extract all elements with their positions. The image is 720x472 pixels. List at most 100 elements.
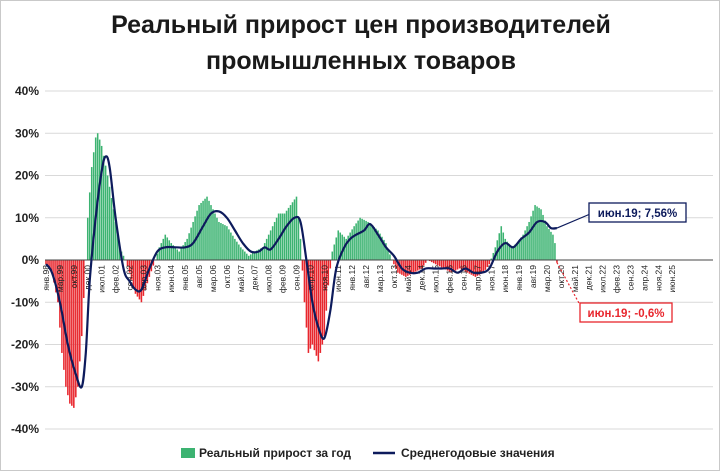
y-tick-label: -30% [11,380,39,394]
bar [365,220,367,260]
bar [208,200,210,260]
x-tick-label: май.21 [570,265,580,292]
bar [538,207,540,260]
bar [367,221,369,260]
chart-title-line-2: промышленных товаров [206,47,516,75]
x-tick-label: дек.14 [417,265,427,290]
bar [411,260,413,274]
y-tick-label: -20% [11,338,39,352]
bar [415,260,417,272]
bar [486,260,489,268]
x-tick-label: сен.02 [125,265,135,291]
bar [79,260,81,362]
bar [430,260,433,263]
x-tick-label: июл.01 [97,265,107,293]
bar [88,192,91,260]
series-line [45,155,557,389]
bar [337,230,340,260]
x-tick-label: окт.99 [69,265,79,289]
bar [395,260,397,269]
bar [228,229,230,260]
x-tick-label: фев.23 [612,265,622,293]
x-tick-label: окт.13 [389,265,399,289]
bar [82,260,85,299]
bar [317,260,320,362]
x-tick-label: июл.22 [598,265,608,293]
bar [73,260,75,408]
y-axis-labels: 40% 30% 20% 10% 0% -10% -20% -30% -40% [11,84,39,436]
bar [301,260,304,271]
bar [132,260,135,287]
bar [361,218,363,260]
bar [144,260,147,290]
bar [315,260,318,356]
bar [442,260,445,269]
bar [98,139,101,260]
bar [90,167,93,260]
x-tick-label: мар.13 [375,265,385,292]
x-tick-label: дек.21 [584,265,594,290]
x-tick-label: окт.06 [222,265,232,289]
bar [397,260,399,273]
bar [450,260,453,273]
x-tick-label: фев.02 [111,265,121,293]
bar [375,228,377,260]
x-tick-label: авг.05 [194,265,204,288]
bar [236,241,238,260]
bar [218,221,220,260]
bar [134,260,137,294]
bar [432,260,435,264]
x-tick-label: апр.03 [138,265,148,291]
x-tick-label: авг.12 [361,265,371,288]
bar [45,260,47,265]
bar [510,247,512,260]
bar [281,213,284,260]
bar [130,260,133,280]
x-tick-label: сен.09 [292,265,302,291]
bar [321,260,324,345]
y-tick-label: 10% [15,211,39,225]
bar [267,234,270,260]
bar [261,247,264,260]
x-axis-labels: янв.98 мар.99 окт.99 дек.00 июл.01 фев.02 сен.… [41,265,677,293]
x-tick-label: апр.10 [305,265,315,291]
bar [470,260,473,275]
x-tick-label: авг.19 [528,265,538,288]
legend: Реальный прирост за год Среднегодовые зн… [181,446,555,460]
y-tick-label: -40% [11,422,39,436]
y-tick-label: 0% [22,253,40,267]
bar [381,236,383,260]
bar [387,248,389,260]
x-tick-label: май.14 [403,265,413,292]
x-tick-label: ноя.03 [152,265,162,291]
bar [55,260,57,293]
x-tick-label: окт.20 [556,265,566,289]
bar [383,239,385,260]
bar [428,260,431,262]
bar [275,217,278,260]
bar [287,207,290,260]
bar [403,260,405,276]
x-tick-label: мар.99 [55,265,65,292]
bar [255,250,258,260]
bar [452,260,455,272]
bar [100,145,103,260]
bar [446,260,449,271]
bar [552,234,554,260]
bar [186,238,188,261]
bar [192,221,194,260]
bar [548,229,550,260]
bar [128,260,131,273]
x-tick-label: мар.06 [208,265,218,292]
x-tick-label: фев.09 [278,265,288,293]
bar [216,217,218,260]
bar [532,210,534,260]
callout-leader [556,262,581,306]
bar [170,243,173,260]
y-tick-label: 30% [15,126,39,140]
bar [413,260,415,273]
bar [222,224,224,260]
bar [498,233,501,260]
bar [363,219,365,260]
